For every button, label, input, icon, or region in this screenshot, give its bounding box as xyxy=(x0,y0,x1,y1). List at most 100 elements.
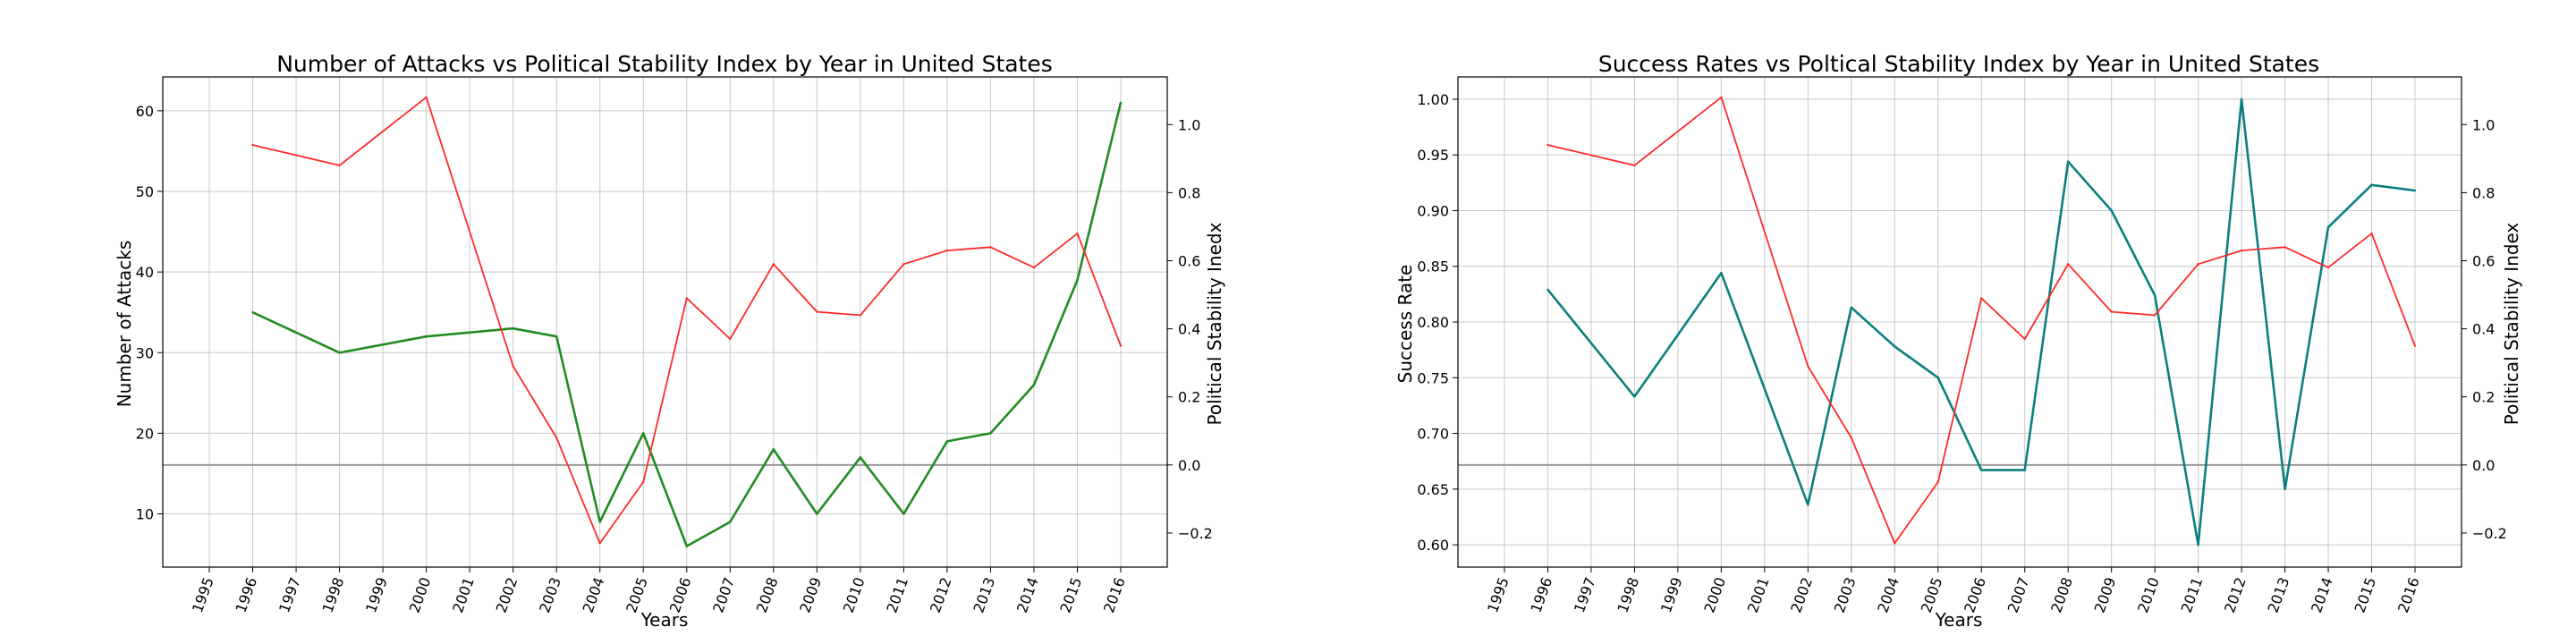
x-tick-label: 2012 xyxy=(2221,575,2250,615)
series-point xyxy=(1850,306,1853,309)
series-point xyxy=(1807,365,1809,368)
series-point xyxy=(2066,263,2070,266)
series-point xyxy=(2110,310,2113,313)
series-point xyxy=(425,96,428,99)
x-tick-label: 2008 xyxy=(753,575,782,615)
series-point xyxy=(1720,272,1723,275)
series-point xyxy=(2240,97,2243,101)
series-point xyxy=(2197,263,2199,266)
series-point xyxy=(251,143,254,147)
y2-axis-label: Political Stability Index xyxy=(2501,223,2522,426)
x-tick-label: 2011 xyxy=(883,575,911,615)
y2-tick-label: 0.6 xyxy=(1178,253,1200,270)
series-point xyxy=(772,263,775,266)
y2-tick-label: 0.2 xyxy=(1178,389,1200,406)
series-point xyxy=(2153,293,2157,297)
series-line-primary xyxy=(1546,97,2416,547)
x-tick-label: 1999 xyxy=(362,575,391,615)
series-line-primary xyxy=(251,102,1123,547)
x-tick-label: 1997 xyxy=(1571,575,1599,615)
y-tick-label: 0.75 xyxy=(1417,369,1449,386)
series-point xyxy=(989,246,992,249)
series-point xyxy=(1076,232,1079,235)
x-tick-label: 1999 xyxy=(1657,575,1686,615)
y-tick-label: 30 xyxy=(136,344,154,361)
series-point xyxy=(642,480,645,484)
series-point xyxy=(1546,143,1549,147)
x-tick-label: 2011 xyxy=(2178,575,2207,615)
series-point xyxy=(2197,543,2199,547)
series-point xyxy=(2284,246,2286,249)
series-point xyxy=(598,521,601,523)
x-axis-label: Years xyxy=(640,609,689,631)
series-point xyxy=(555,335,558,338)
y2-tick-label: 0.4 xyxy=(2472,321,2495,338)
x-tick-label: 1996 xyxy=(233,575,261,615)
y-tick-label: 60 xyxy=(136,103,154,120)
y-tick-label: 0.70 xyxy=(1417,426,1449,443)
series-point xyxy=(1894,345,1896,348)
series-line-stability xyxy=(1547,96,2416,545)
y2-tick-label: 0.4 xyxy=(1178,321,1200,338)
x-tick-label: 2000 xyxy=(406,575,435,615)
series-point xyxy=(729,521,732,523)
series-point xyxy=(1850,436,1853,439)
x-tick-label: 1995 xyxy=(189,575,217,615)
chart-success-vs-stability: Success Rates vs Poltical Stability Inde… xyxy=(1394,51,2522,631)
series-point xyxy=(338,352,341,354)
y-tick-label: 40 xyxy=(136,264,154,281)
y2-tick-label: 0.0 xyxy=(2472,457,2495,474)
y-tick-label: 1.00 xyxy=(1417,91,1449,108)
series-point xyxy=(902,513,905,515)
series-point xyxy=(1936,377,1939,379)
series-point xyxy=(2023,469,2026,471)
y-axis-label: Success Rate xyxy=(1394,265,1416,384)
x-tick-label: 2001 xyxy=(449,575,478,615)
series-point xyxy=(555,436,558,439)
series-point xyxy=(816,310,818,313)
x-tick-label: 2002 xyxy=(493,575,521,615)
y2-axis-label: Political Stability Inedx xyxy=(1204,222,1225,425)
series-point xyxy=(989,432,992,435)
x-tick-label: 1998 xyxy=(319,575,348,615)
x-tick-label: 2014 xyxy=(2308,575,2336,615)
y2-tick-label: 0.2 xyxy=(2472,389,2495,406)
series-point xyxy=(2370,183,2373,187)
series-point xyxy=(1807,504,1809,506)
x-tick-label: 2007 xyxy=(2004,575,2033,615)
x-tick-label: 2004 xyxy=(580,575,608,615)
series-point xyxy=(2153,314,2157,317)
series-point xyxy=(1980,297,1983,300)
series-point xyxy=(729,337,732,341)
x-tick-label: 2009 xyxy=(2091,575,2120,615)
y2-tick-label: 0.8 xyxy=(1178,184,1200,201)
chart-title: Success Rates vs Poltical Stability Inde… xyxy=(1598,51,2319,77)
series-point xyxy=(512,365,514,368)
x-tick-label: 2002 xyxy=(1787,575,1816,615)
y2-tick-label: 0.8 xyxy=(2472,184,2495,201)
y-tick-label: 0.90 xyxy=(1417,202,1449,219)
series-point xyxy=(2066,160,2070,163)
series-point xyxy=(1633,395,1636,398)
series-point xyxy=(2413,344,2417,347)
series-point xyxy=(2326,266,2330,269)
x-tick-label: 2014 xyxy=(1013,575,1042,615)
x-tick-label: 2013 xyxy=(970,575,998,615)
y2-tick-label: −0.2 xyxy=(1178,525,1213,542)
series-point xyxy=(685,545,688,547)
series-point xyxy=(685,297,688,300)
chart-title: Number of Attacks vs Political Stability… xyxy=(276,51,1053,77)
series-point xyxy=(1720,96,1723,99)
series-point xyxy=(2413,189,2417,192)
y-tick-label: 0.60 xyxy=(1417,537,1449,554)
x-tick-label: 2009 xyxy=(796,575,825,615)
series-point xyxy=(2240,249,2243,252)
y2-tick-label: 1.0 xyxy=(2472,116,2495,133)
y2-tick-label: −0.2 xyxy=(2472,525,2507,542)
y2-tick-label: 0.0 xyxy=(1178,457,1200,474)
y2-tick-label: 1.0 xyxy=(1178,116,1200,133)
series-point xyxy=(2326,225,2330,229)
plot-frame xyxy=(1457,76,2462,568)
x-tick-label: 2012 xyxy=(927,575,955,615)
